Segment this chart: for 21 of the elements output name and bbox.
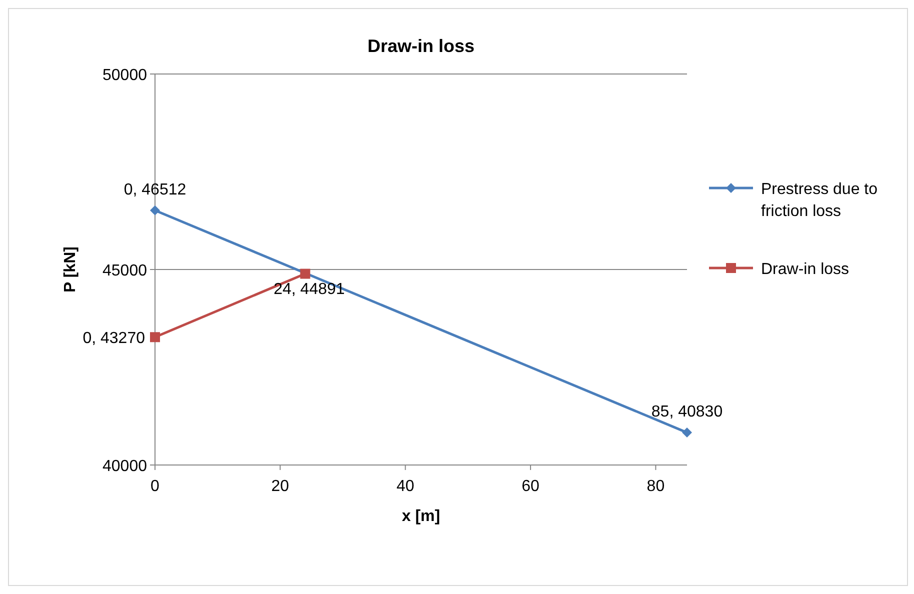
legend-label: Draw-in loss: [761, 261, 850, 278]
x-tick-label: 0: [150, 478, 160, 495]
x-tick-label: 80: [646, 478, 665, 495]
y-tick-label: 40000: [102, 458, 148, 475]
x-axis-title: x [m]: [402, 508, 440, 525]
x-tick-label: 60: [522, 478, 540, 495]
point: [682, 428, 692, 438]
point: [300, 268, 310, 279]
y-axis-title: P [kN]: [62, 246, 79, 292]
data-label: 0, 43270: [82, 330, 146, 348]
y-tick-label: 50000: [102, 67, 148, 84]
data-label: 24, 44891: [274, 280, 345, 298]
data-label: 85, 40830: [651, 404, 723, 421]
x-tick-label: 40: [396, 478, 414, 495]
chart-title: Draw-in loss: [367, 36, 475, 56]
x-tick-label: 20: [271, 478, 290, 495]
point: [150, 205, 160, 216]
legend-label: Prestress due to friction loss: [761, 181, 878, 220]
data-label: 0, 46512: [124, 181, 186, 198]
point: [150, 332, 160, 342]
y-tick-label: 45000: [102, 262, 148, 280]
